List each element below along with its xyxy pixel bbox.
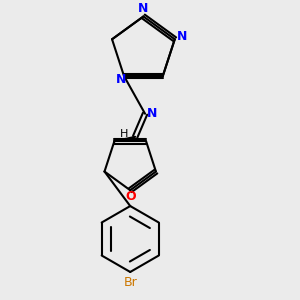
Text: N: N — [116, 73, 126, 86]
Text: N: N — [177, 30, 187, 43]
Text: N: N — [138, 2, 148, 15]
Text: N: N — [147, 107, 158, 120]
Text: O: O — [125, 190, 136, 203]
Text: H: H — [119, 128, 128, 139]
Text: Br: Br — [123, 276, 137, 289]
